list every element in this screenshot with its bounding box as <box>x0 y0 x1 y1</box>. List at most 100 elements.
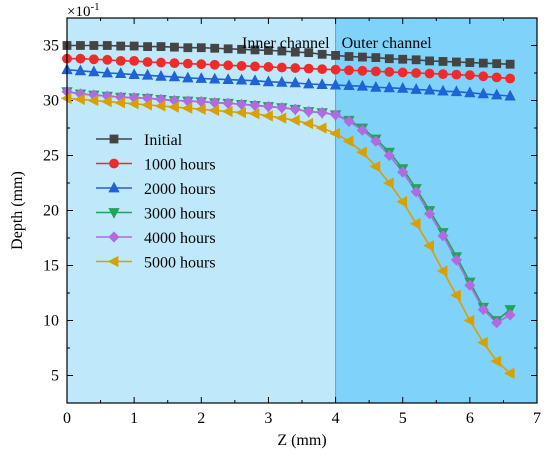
data-point <box>331 51 340 60</box>
data-point <box>384 54 394 64</box>
x-tick-label: 7 <box>533 410 541 427</box>
data-point <box>397 166 409 178</box>
series-markers <box>60 41 516 379</box>
legend-entry: 5000 hours <box>96 255 216 272</box>
x-axis-label: Z (mm) <box>277 432 326 449</box>
data-point <box>342 135 354 147</box>
data-point <box>88 65 100 77</box>
data-point <box>450 289 461 301</box>
data-point <box>194 103 206 115</box>
data-point <box>248 108 260 120</box>
y-tick-label: 35 <box>43 38 59 55</box>
data-point <box>223 60 234 71</box>
data-point <box>60 92 72 104</box>
y-tick-label: 20 <box>43 203 59 220</box>
data-point <box>142 57 153 67</box>
data-point <box>170 42 179 52</box>
data-point <box>75 53 86 64</box>
data-point <box>196 59 207 70</box>
y-multiplier-base: ×10 <box>67 4 90 20</box>
data-point <box>235 106 246 119</box>
data-point <box>277 46 287 56</box>
data-point <box>236 60 247 71</box>
legend-marker <box>107 255 119 268</box>
data-point <box>450 254 462 266</box>
legend-marker <box>108 231 120 243</box>
data-point <box>478 58 488 68</box>
y-axis-label: Depth (mm) <box>9 171 26 250</box>
data-point <box>410 186 422 198</box>
data-point <box>76 41 85 50</box>
data-point <box>317 49 327 59</box>
data-point <box>370 80 382 92</box>
data-point <box>464 70 475 81</box>
data-point <box>356 79 369 91</box>
data-point <box>74 64 87 76</box>
legend-entry: Initial <box>96 132 183 149</box>
data-point <box>411 55 421 65</box>
y-multiplier-exponent: -1 <box>90 1 99 13</box>
legend-label: 2000 hours <box>144 181 216 198</box>
data-point <box>264 46 273 55</box>
data-point <box>223 44 233 54</box>
data-point <box>477 87 489 99</box>
data-point <box>100 95 112 108</box>
data-point <box>182 71 194 83</box>
data-point <box>465 58 475 67</box>
data-point <box>168 70 181 82</box>
data-point <box>195 72 207 83</box>
data-point <box>143 42 152 51</box>
y-tick-label: 30 <box>43 93 59 110</box>
data-point <box>303 63 314 74</box>
x-tick-labels: 0 1 2 3 4 5 6 7 <box>63 410 541 427</box>
legend-label: 1000 hours <box>144 157 216 174</box>
data-point <box>102 54 113 65</box>
x-tick-label: 6 <box>466 410 474 427</box>
legend-entry: 2000 hours <box>96 181 216 198</box>
data-point <box>477 303 489 316</box>
legend-label: 5000 hours <box>144 255 216 272</box>
data-point <box>316 78 328 89</box>
data-point <box>505 59 515 69</box>
data-point <box>370 135 382 147</box>
legend-entry: 1000 hours <box>96 157 216 174</box>
series-line-0 <box>67 44 511 65</box>
data-point <box>505 73 516 84</box>
data-point <box>423 240 434 252</box>
legend-marker <box>108 181 120 193</box>
data-point <box>289 103 301 115</box>
data-point <box>450 85 463 97</box>
data-point <box>209 59 220 70</box>
data-point <box>504 309 516 321</box>
data-point <box>249 74 261 86</box>
data-point <box>476 336 488 349</box>
y-tick-label: 15 <box>43 258 59 275</box>
data-point <box>411 68 422 78</box>
data-point <box>156 42 166 51</box>
data-point <box>437 84 449 96</box>
data-point <box>289 76 301 88</box>
data-point <box>343 79 355 91</box>
data-point <box>288 114 300 126</box>
data-point <box>304 48 314 58</box>
data-point <box>210 43 220 53</box>
data-point <box>478 71 489 82</box>
data-point <box>383 81 395 93</box>
data-point <box>371 53 381 62</box>
series-line-4 <box>66 90 511 324</box>
data-point <box>397 67 408 78</box>
y-tick-label: 25 <box>43 148 59 165</box>
data-point <box>344 65 354 76</box>
data-point <box>101 66 113 78</box>
data-point <box>88 54 99 65</box>
data-point <box>222 73 234 84</box>
region-labels: Inner channel Outer channel <box>242 35 432 52</box>
y-tick-labels: 5 10 15 20 25 30 35 <box>43 38 59 385</box>
data-point <box>127 98 139 110</box>
data-point <box>290 63 301 73</box>
x-tick-label: 4 <box>332 410 340 427</box>
data-point <box>209 72 221 84</box>
data-point <box>451 69 462 80</box>
data-point <box>424 208 436 220</box>
data-point <box>276 75 288 87</box>
